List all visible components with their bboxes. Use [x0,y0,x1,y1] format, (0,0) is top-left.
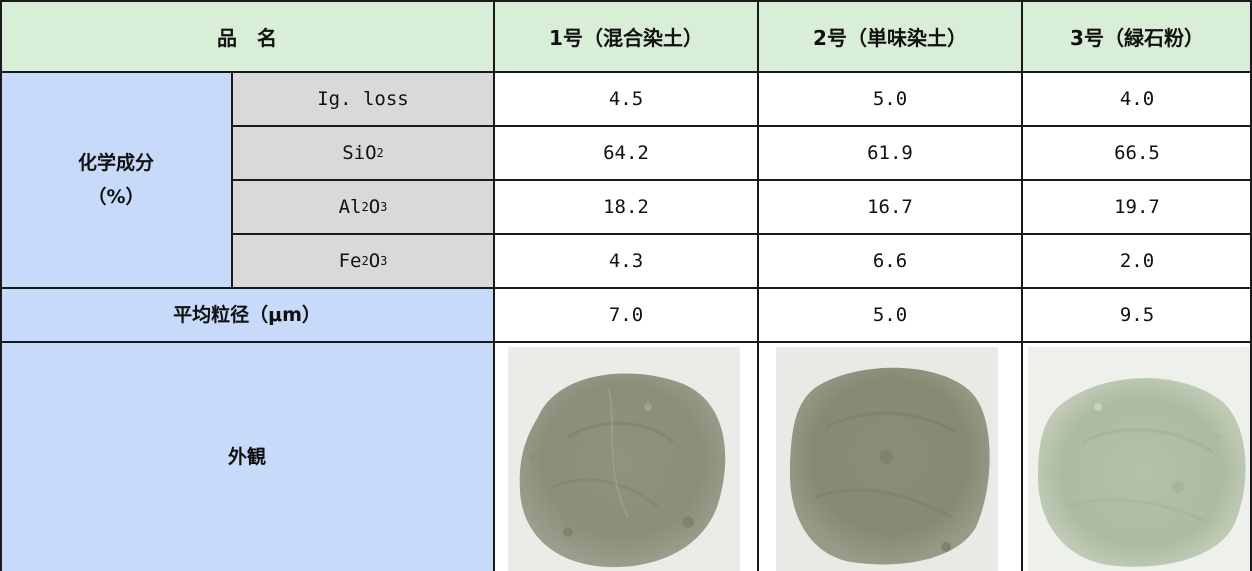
component-name-sio2: SiO 2 [232,126,494,180]
header-product-3: 3号（緑石粉） [1022,0,1252,72]
border-left [0,0,2,571]
appearance-label: 外観 [0,342,494,571]
value-fe2o3-3: 2.0 [1022,234,1252,288]
component-name-text: Ig. loss [317,88,409,110]
border-right [1250,0,1252,571]
value-sio2-3: 66.5 [1022,126,1252,180]
chemical-composition-label: 化学成分 （%） [0,72,232,288]
border-row-6 [0,341,1252,343]
powder-photo-3 [1028,347,1252,571]
header-product-2: 2号（単味染土） [758,0,1022,72]
value-fe2o3-1: 4.3 [494,234,758,288]
particle-size-label: 平均粒径（μm） [0,288,494,342]
border-row-1 [0,71,1252,73]
component-name-text: O [368,196,381,218]
value-ig-loss-2: 5.0 [758,72,1022,126]
border-top [0,0,1252,2]
border-row-2 [232,125,1252,127]
component-subscript: 3 [380,200,388,214]
border-row-4 [232,233,1252,235]
border-col-2 [493,0,495,571]
component-subscript: 2 [361,200,369,214]
chemical-label-line1: 化学成分 [77,152,154,174]
component-name-text: SiO [342,142,377,164]
component-name-fe2o3: Fe 2 O 3 [232,234,494,288]
component-subscript: 2 [361,254,369,268]
header-item-name: 品 名 [0,0,494,72]
component-name-text: O [368,250,381,272]
value-fe2o3-2: 6.6 [758,234,1022,288]
powder-photo-2 [776,347,998,571]
value-ig-loss-3: 4.0 [1022,72,1252,126]
border-col-4 [1021,0,1023,571]
particle-size-1: 7.0 [494,288,758,342]
component-name-ig-loss: Ig. loss [232,72,494,126]
powder-photo-1 [508,347,740,571]
value-al2o3-1: 18.2 [494,180,758,234]
value-al2o3-3: 19.7 [1022,180,1252,234]
value-sio2-2: 61.9 [758,126,1022,180]
component-name-text: Al [338,196,362,218]
particle-size-3: 9.5 [1022,288,1252,342]
border-row-5 [0,287,1252,289]
border-col-3 [757,0,759,571]
component-name-al2o3: Al 2 O 3 [232,180,494,234]
value-sio2-1: 64.2 [494,126,758,180]
header-product-1: 1号（混合染土） [494,0,758,72]
component-name-text: Fe [338,250,362,272]
component-subscript: 2 [376,146,384,160]
value-al2o3-2: 16.7 [758,180,1022,234]
border-col-1 [231,72,233,288]
chemical-label-line2: （%） [87,186,145,208]
particle-size-2: 5.0 [758,288,1022,342]
component-subscript: 3 [380,254,388,268]
value-ig-loss-1: 4.5 [494,72,758,126]
border-row-3 [232,179,1252,181]
